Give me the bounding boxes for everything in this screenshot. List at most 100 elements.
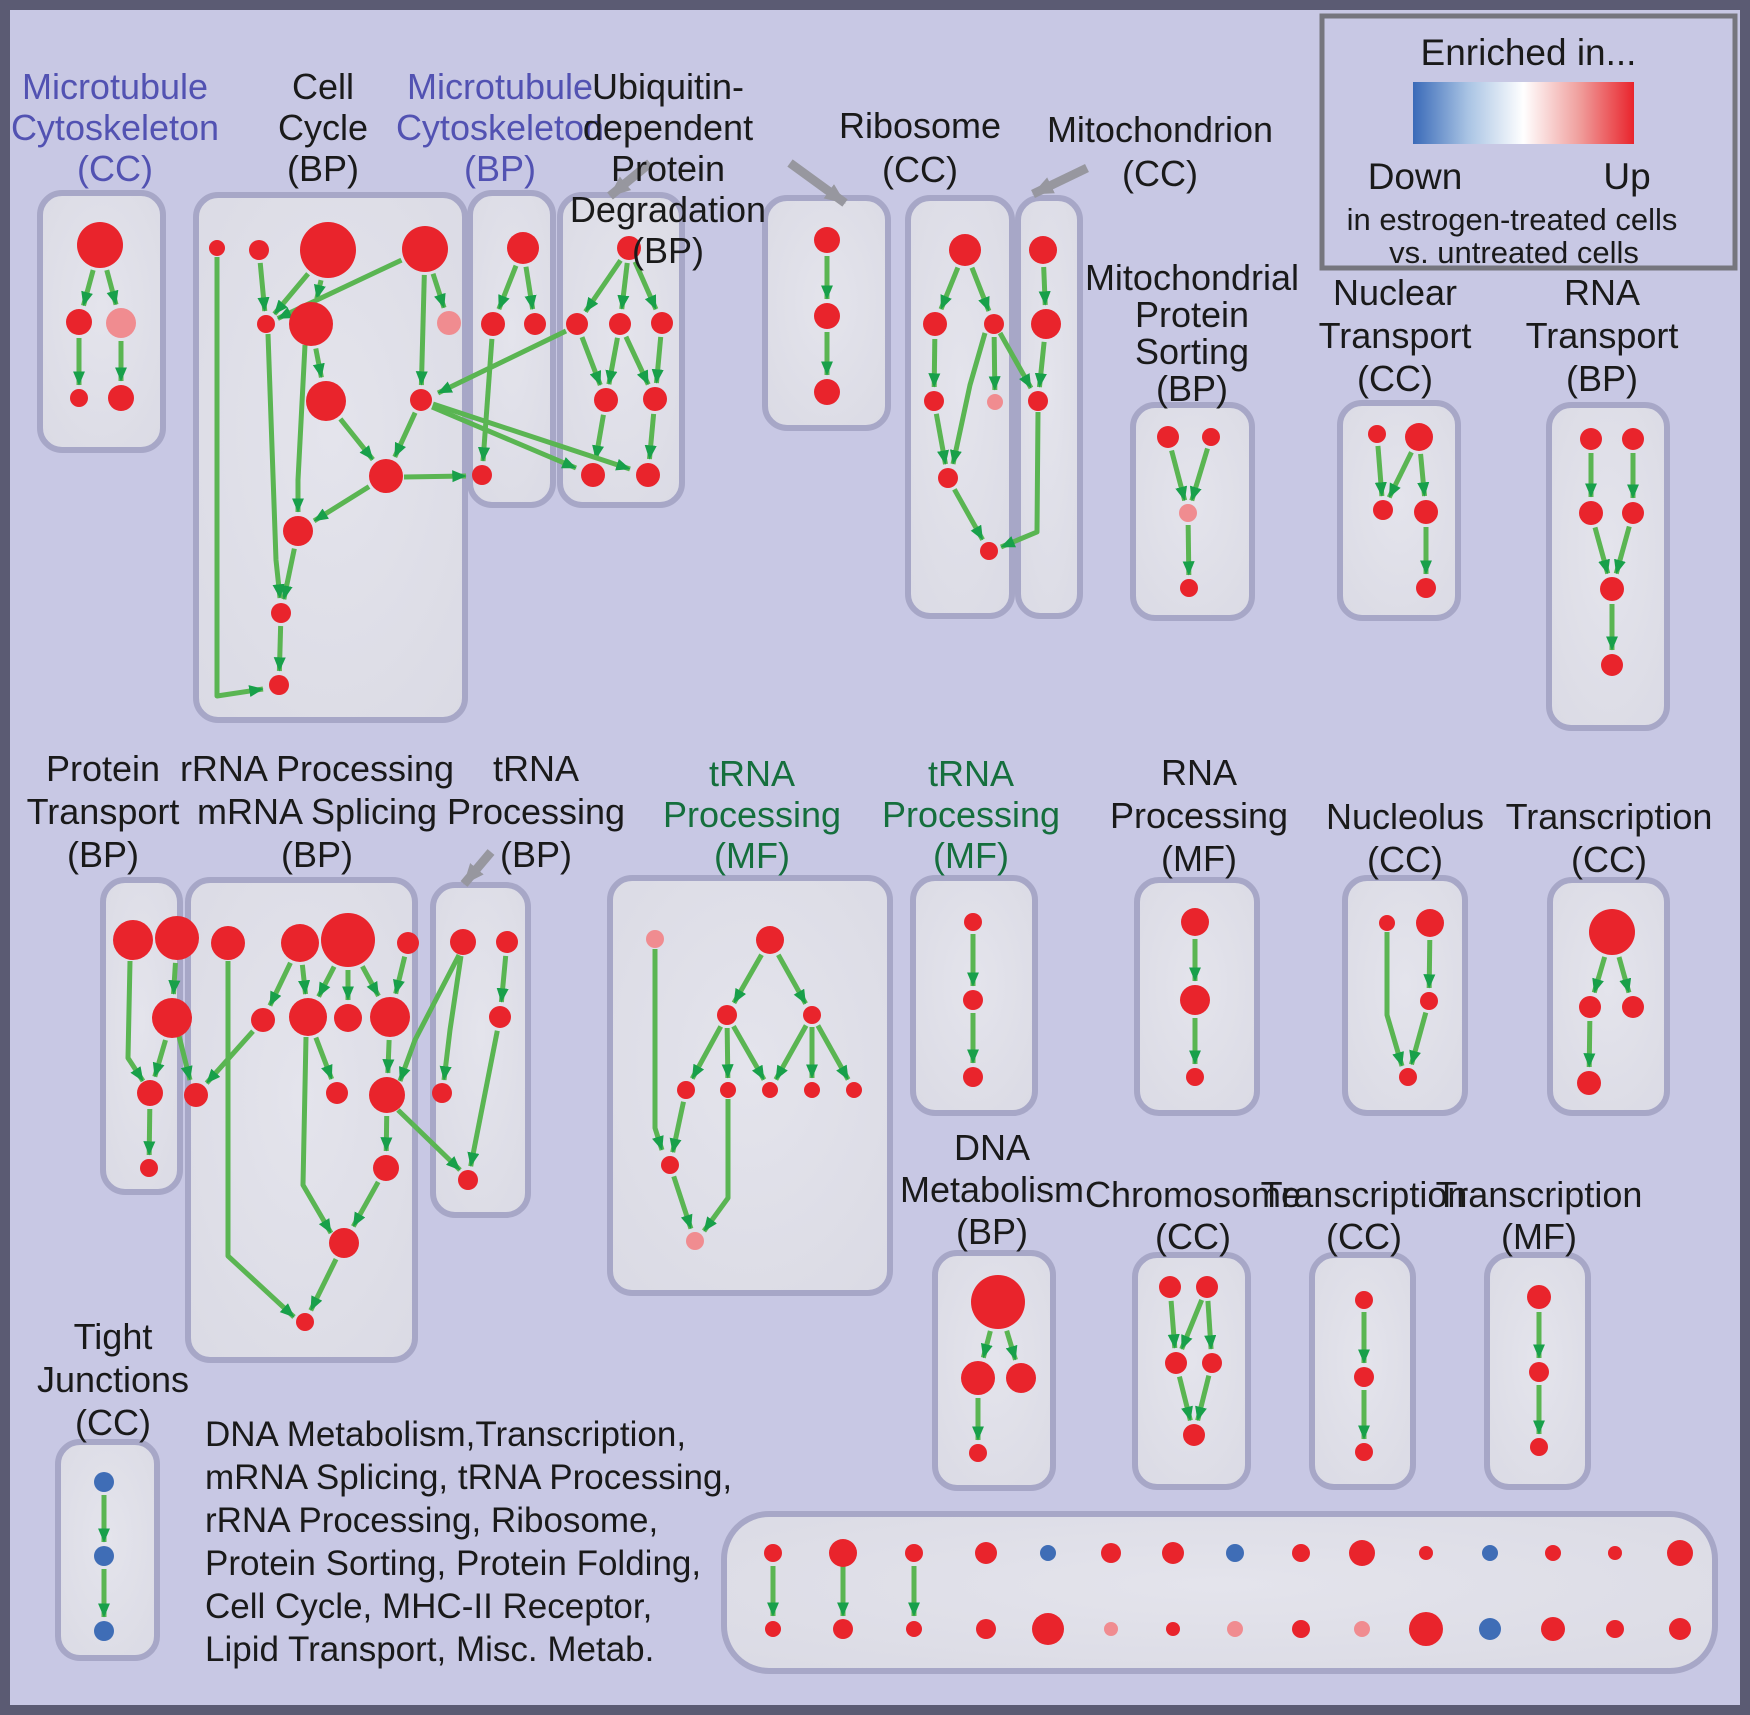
node-trna-bp-w3	[489, 1006, 511, 1028]
label-trna-bp-line3: (BP)	[500, 834, 572, 875]
edge-ribosome-r3-r5	[988, 336, 1001, 391]
label-rna-processing-mf-line1: RNA	[1161, 752, 1237, 793]
cluster-box-microtubule-cc	[37, 190, 166, 453]
edge-cell-cycle-n5-n12	[265, 333, 285, 599]
node-misc-col6-bottom	[1104, 1622, 1118, 1636]
cluster-box-nucleolus	[1342, 875, 1468, 1116]
edge-cell-cycle-n9-n10	[392, 411, 418, 458]
node-ribosome-r1	[949, 234, 981, 266]
edge-cell-cycle-n11-n12	[280, 548, 297, 600]
node-trna-mf-big-g10	[661, 1156, 679, 1174]
edge-mito-protein-sorting-s1-s3	[1169, 449, 1188, 502]
edge-mitochondrion-mi1-mi2	[1038, 266, 1051, 306]
node-nucleolus-k4	[1399, 1068, 1417, 1086]
edge-nucleolus-k2-k3	[1423, 939, 1436, 989]
edge-chromosome-c4-c5	[1195, 1375, 1212, 1422]
node-rrna-mrna-q10	[326, 1082, 348, 1104]
node-transcription-cc-2-x1	[1355, 1291, 1373, 1309]
label-ubiquitin-line5: (BP)	[632, 230, 704, 271]
node-nucleolus-k3	[1420, 992, 1438, 1010]
edge-rrna-mrna-q4-q8	[393, 956, 408, 995]
edge-n10-to-m4	[403, 470, 467, 483]
node-tight-junctions-tj3	[94, 1621, 114, 1641]
label-chromosome-line2: (CC)	[1155, 1216, 1231, 1257]
node-tight-junctions-tj2	[94, 1546, 114, 1566]
label-rna-transport-line1: RNA	[1564, 272, 1640, 313]
node-misc-col8-bottom	[1227, 1621, 1243, 1637]
edge-ribosome-r1-r2	[938, 266, 961, 311]
arrow-to-ubiquitin-box-icon	[607, 159, 653, 200]
node-misc-col9-top	[1292, 1544, 1310, 1562]
node-misc-col1-bottom	[765, 1621, 781, 1637]
label-transcription-cc-2-line1: Transcription	[1261, 1174, 1468, 1215]
edge-trna-mf-big-g4-g9	[815, 1024, 851, 1081]
edge-trna-mf-big-g1-g10	[652, 949, 665, 1151]
label-rrna-mrna-line3: (BP)	[281, 834, 353, 875]
node-misc-col6-top	[1101, 1543, 1121, 1563]
label-transcription-cc-2: Transcription (CC)	[1261, 1174, 1468, 1257]
label-transcription-mf-line2: (MF)	[1501, 1216, 1577, 1257]
cluster-box-misc-pairs	[721, 1511, 1718, 1674]
label-transcription-mf: Transcription (MF)	[1436, 1174, 1643, 1257]
label-rrna-mrna-line1: rRNA Processing	[180, 748, 454, 789]
label-mito-protein-sorting-line4: (BP)	[1156, 368, 1228, 409]
annotation-line3: rRNA Processing, Ribosome,	[205, 1501, 658, 1540]
legend-up-label: Up	[1603, 156, 1650, 197]
edge-ubiquitin-u3-u6	[623, 335, 651, 386]
node-trna-bp-w1	[450, 929, 476, 955]
label-cell-cycle-line1: Cell	[292, 66, 354, 107]
label-tight-junctions-line2: Junctions	[37, 1359, 189, 1400]
node-ubiquitin-u3	[609, 313, 631, 335]
label-ubiquitin-line2: dependent	[583, 107, 753, 148]
node-misc-col8-top	[1226, 1544, 1244, 1562]
node-cell-cycle-n2	[249, 240, 269, 260]
node-misc-col11-top	[1419, 1546, 1433, 1560]
label-nucleolus-line2: (CC)	[1367, 839, 1443, 880]
node-misc-col2-top	[829, 1539, 857, 1567]
annotation-line2: mRNA Splicing, tRNA Processing,	[205, 1458, 732, 1497]
edge-microtubule-cc-a-b	[81, 269, 96, 307]
node-ribosome-r4	[924, 391, 944, 411]
node-nuclear-transport-t2	[1405, 423, 1433, 451]
annotation-line1: DNA Metabolism,Transcription,	[205, 1415, 686, 1454]
node-misc-col3-top	[905, 1544, 923, 1562]
label-trna-mf-2-line1: tRNA	[928, 753, 1014, 794]
node-rna-transport-v1	[1580, 428, 1602, 450]
node-rna-transport-v2	[1622, 428, 1644, 450]
label-transcription-mf-line1: Transcription	[1436, 1174, 1643, 1215]
node-nucleolus-k1	[1379, 915, 1395, 931]
cluster-box-mitochondrion	[1015, 195, 1083, 619]
label-cell-cycle-line3: (BP)	[287, 148, 359, 189]
node-ribosome-r5	[987, 394, 1003, 410]
node-misc-col10-bottom	[1354, 1621, 1370, 1637]
edge-rrna-mrna-q2-q5	[267, 961, 293, 1007]
label-mitochondrion: Mitochondrion (CC)	[1047, 109, 1273, 194]
label-ubiquitin-line1: Ubiquitin-	[592, 66, 744, 107]
label-dna-metabolism: DNA Metabolism (BP)	[900, 1127, 1084, 1252]
node-rrna-mrna-q6	[289, 998, 327, 1036]
edge-trna-mf-big-g2-g3	[731, 953, 764, 1005]
node-ubiquitin-chain-ch3	[814, 379, 840, 405]
node-protein-transport-p2	[155, 916, 199, 960]
node-microtubule-cc-a	[77, 222, 123, 268]
node-cell-cycle-n1	[209, 240, 225, 256]
edge-rna-transport-v4-v5	[1613, 525, 1632, 575]
node-misc-col7-bottom	[1166, 1622, 1180, 1636]
node-dna-metabolism-d2	[961, 1361, 995, 1395]
node-misc-col3-bottom	[906, 1621, 922, 1637]
node-ribosome-r3	[984, 314, 1004, 334]
edge-chromosome-c1-c3	[1167, 1300, 1180, 1349]
node-transcription-cc-1-l2	[1579, 996, 1601, 1018]
node-transcription-cc-1-l1	[1589, 909, 1635, 955]
label-dna-metabolism-line1: DNA	[954, 1127, 1030, 1168]
label-rna-transport: RNA Transport (BP)	[1526, 272, 1679, 399]
label-trna-mf-1-line2: Processing	[663, 794, 841, 835]
node-misc-col5-top	[1040, 1545, 1056, 1561]
edge-microtubule-bp-m1-m2	[496, 264, 519, 311]
edge-chromosome-c2-c3	[1179, 1299, 1205, 1351]
cluster-box-chromosome	[1132, 1252, 1251, 1490]
label-tight-junctions-line3: (CC)	[75, 1402, 151, 1443]
node-cell-cycle-n10	[369, 459, 403, 493]
node-transcription-cc-2-x3	[1355, 1443, 1373, 1461]
